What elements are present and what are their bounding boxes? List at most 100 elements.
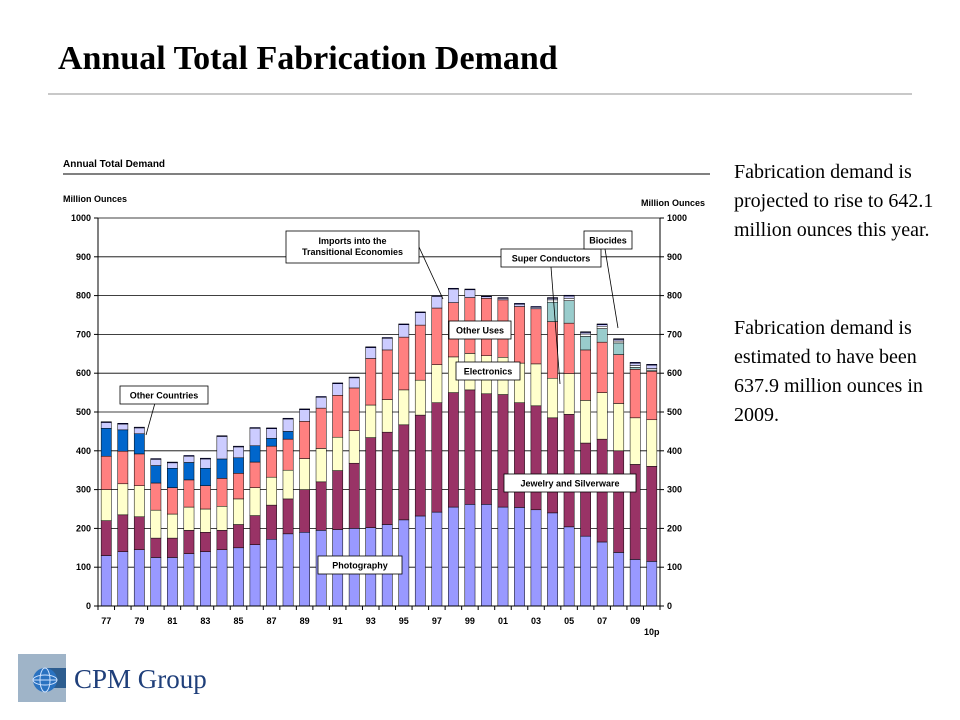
- y-tick-label-right: 0: [667, 601, 672, 611]
- company-logo: CPM Group: [18, 654, 218, 704]
- bar-segment: [514, 303, 525, 305]
- bar-segment: [282, 431, 294, 440]
- x-tick-label: 85: [233, 616, 243, 626]
- x-tick-label: 03: [531, 616, 541, 626]
- bar-segment: [596, 341, 608, 393]
- x-tick-label: 81: [167, 616, 177, 626]
- bar-segment: [266, 438, 277, 447]
- y-tick-label-left: 400: [76, 446, 91, 456]
- bar-segment: [315, 397, 327, 409]
- left-axis-label: Million Ounces: [63, 194, 127, 204]
- bar-segment: [249, 544, 261, 607]
- bar-segment: [249, 427, 261, 429]
- bar-segment: [150, 465, 162, 484]
- bar-segment: [547, 417, 558, 514]
- right-axis-label: Million Ounces: [641, 198, 705, 208]
- bar-segment: [183, 530, 195, 554]
- bar-segment: [282, 417, 294, 420]
- bar-segment: [530, 306, 542, 308]
- bar-segment: [233, 445, 244, 448]
- bar-segment: [646, 364, 658, 366]
- bar-segment: [414, 312, 426, 326]
- bar-segment: [596, 326, 608, 329]
- annotation-box: [448, 320, 512, 340]
- x-tick-label: 09: [630, 616, 640, 626]
- bar-segment: [448, 506, 459, 607]
- bar-segment: [481, 393, 492, 505]
- x-tick-label: 87: [267, 616, 277, 626]
- bar-segment: [497, 297, 509, 299]
- bar-segment: [315, 448, 327, 483]
- bar-segment: [563, 322, 575, 374]
- y-tick-label-right: 700: [667, 329, 682, 339]
- y-tick-label-right: 900: [667, 252, 682, 262]
- x-tick-label: 01: [498, 616, 508, 626]
- bar-segment: [315, 396, 327, 398]
- bar-segment: [200, 458, 211, 469]
- bar-segment: [580, 336, 591, 351]
- x-tick-label: 97: [432, 616, 442, 626]
- bar-segment: [100, 555, 112, 607]
- bar-segment: [629, 367, 641, 370]
- x-tick-label: 91: [333, 616, 343, 626]
- bar-segment: [431, 364, 443, 403]
- bar-segment: [282, 498, 294, 535]
- bar-segment: [398, 424, 410, 521]
- bar-segment: [299, 408, 310, 410]
- bar-segment: [596, 328, 608, 343]
- annotation-label: Electronics: [464, 367, 513, 377]
- bar-segment: [133, 433, 145, 455]
- bar-segment: [315, 407, 327, 449]
- bar-segment: [233, 498, 244, 525]
- x-tick-label: 05: [564, 616, 574, 626]
- bar-segment: [414, 414, 426, 517]
- bar-segment: [431, 295, 443, 297]
- bar-segment: [580, 331, 591, 333]
- y-tick-label-right: 100: [667, 562, 682, 572]
- y-tick-label-right: 1000: [667, 213, 687, 223]
- annotation-leader-line: [550, 266, 561, 385]
- bar-segment: [266, 445, 277, 478]
- bar-segment: [249, 487, 261, 516]
- bar-segment: [381, 399, 393, 433]
- bar-segment: [629, 362, 641, 364]
- annotation-leader-line: [604, 248, 619, 329]
- bar-segment: [580, 333, 591, 337]
- y-tick-label-right: 500: [667, 407, 682, 417]
- bar-segment: [629, 369, 641, 419]
- bar-segment: [414, 324, 426, 381]
- bar-segment: [200, 485, 211, 510]
- bar-segment: [365, 347, 377, 359]
- bar-segment: [563, 373, 575, 415]
- bar-segment: [150, 482, 162, 511]
- bar-segment: [563, 300, 575, 324]
- bar-segment: [167, 462, 178, 469]
- annotation-leader-line: [145, 402, 156, 436]
- bar-segment: [646, 371, 658, 421]
- bar-segment: [183, 455, 195, 457]
- bar-segment: [167, 557, 178, 607]
- bar-segment: [150, 509, 162, 539]
- bar-segment: [216, 530, 228, 550]
- annotation-label: Other Uses: [456, 326, 504, 336]
- bars: [100, 287, 658, 607]
- bar-segment: [365, 346, 377, 348]
- annotation-box: [583, 230, 633, 250]
- annotation-label: Other Countries: [130, 391, 199, 401]
- bar-segment: [414, 311, 426, 313]
- bar-segment: [365, 437, 377, 528]
- annotation-box: [455, 361, 521, 381]
- bar-segment: [563, 294, 575, 297]
- bar-segment: [150, 459, 162, 466]
- bar-segment: [530, 405, 542, 511]
- bar-segment: [646, 419, 658, 467]
- x-tick-label: 10p: [644, 627, 660, 637]
- bar-segment: [431, 307, 443, 365]
- bar-segment: [282, 418, 294, 432]
- bar-segment: [381, 338, 393, 351]
- y-tick-label-left: 800: [76, 291, 91, 301]
- bar-segment: [530, 509, 542, 607]
- axes: [94, 217, 664, 610]
- bar-segment: [233, 446, 244, 459]
- annotation-label: Jewelry and Silverware: [520, 479, 619, 489]
